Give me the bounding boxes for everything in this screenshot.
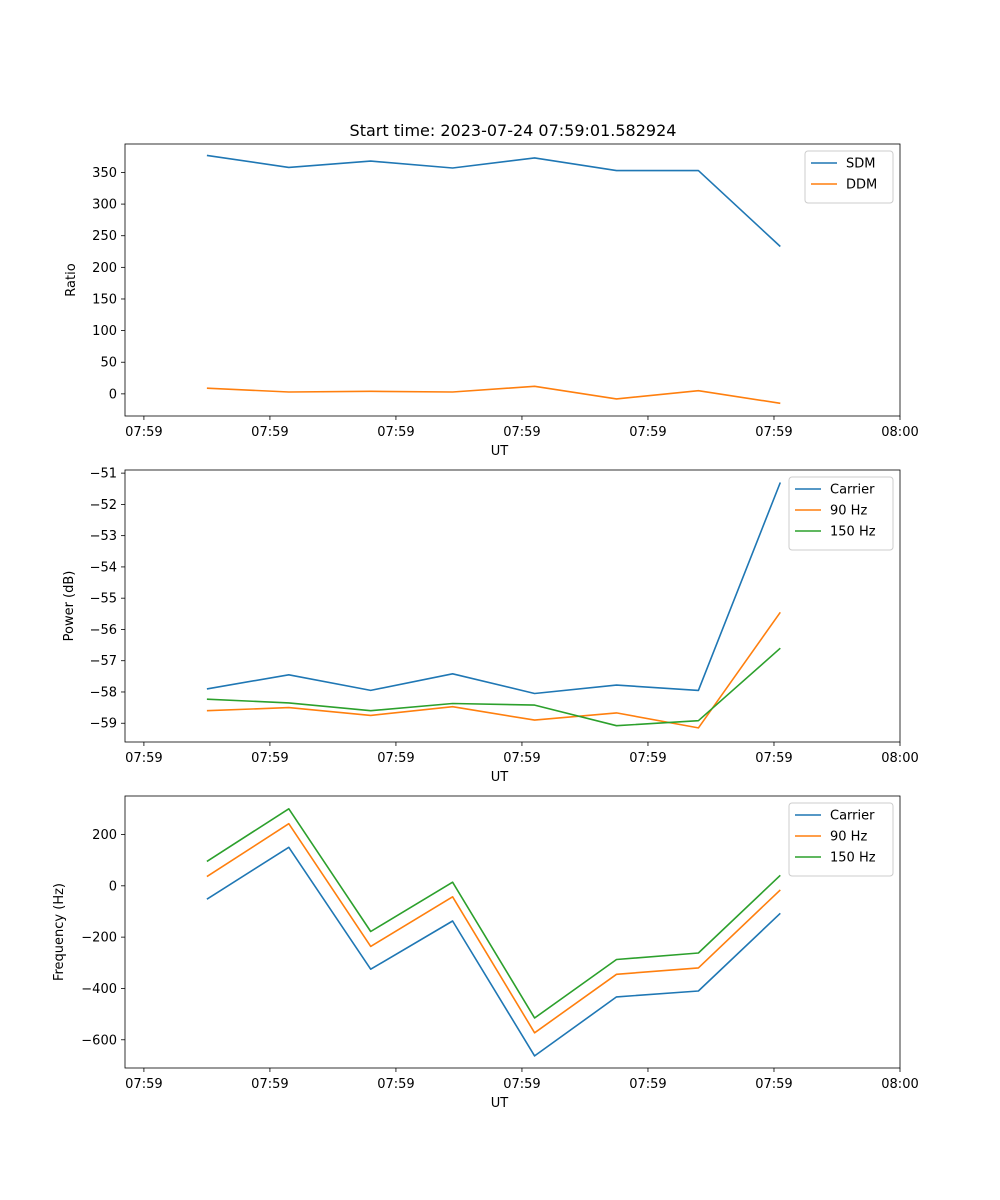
x-tick-label: 07:59 <box>755 425 792 440</box>
y-tick-label: 0 <box>109 879 117 894</box>
plot-area <box>206 482 782 729</box>
series-line-150-hz <box>206 647 781 727</box>
x-tick-label: 07:59 <box>377 751 414 766</box>
legend-label: Carrier <box>830 483 875 498</box>
legend-box <box>804 150 894 204</box>
y-tick-label: −53 <box>90 529 117 544</box>
axes-frame <box>124 143 901 417</box>
series-line-carrier <box>206 846 781 1057</box>
y-tick-label: −600 <box>81 1033 117 1048</box>
y-tick-label: −56 <box>90 623 117 638</box>
y-tick-label: 0 <box>109 387 117 402</box>
plot-area <box>206 154 781 405</box>
x-tick-label: 08:00 <box>881 751 918 766</box>
x-tick-label: 07:59 <box>755 751 792 766</box>
legend-label: 150 Hz <box>830 525 876 540</box>
x-axis-label: UT <box>491 1096 509 1111</box>
x-tick-label: 07:59 <box>125 425 162 440</box>
x-tick-label: 07:59 <box>629 1077 666 1092</box>
x-tick-label: 08:00 <box>881 425 918 440</box>
legend: Carrier 90 Hz 150 Hz <box>788 802 894 877</box>
y-tick-label: −55 <box>90 592 117 607</box>
chart-power: 07:59 07:59 07:59 07:59 07:59 07:59 08:00 −59 −5… <box>62 467 919 785</box>
x-axis-label: UT <box>491 770 509 785</box>
x-tick-label: 07:59 <box>251 425 288 440</box>
series-line-ddm <box>206 385 781 405</box>
legend: SDM DDM <box>804 150 894 204</box>
axes-frame <box>124 795 901 1069</box>
x-tick-label: 07:59 <box>377 1077 414 1092</box>
legend-label: 90 Hz <box>830 504 867 519</box>
series-line-90-hz <box>206 822 781 1034</box>
y-tick-label: −200 <box>81 931 117 946</box>
chart-frequency: 07:59 07:59 07:59 07:59 07:59 07:59 08:00 −600 −… <box>52 795 919 1111</box>
y-tick-label: −54 <box>90 560 117 575</box>
y-tick-label: 200 <box>92 261 117 276</box>
x-tick-label: 07:59 <box>503 1077 540 1092</box>
plot-area <box>206 807 781 1057</box>
y-tick-label: −52 <box>90 498 117 513</box>
legend: Carrier 90 Hz 150 Hz <box>788 476 894 551</box>
y-tick-label: 150 <box>92 292 117 307</box>
series-line-90-hz <box>206 611 781 729</box>
y-axis-label: Power (dB) <box>62 571 77 642</box>
y-tick-label: −58 <box>90 685 117 700</box>
y-tick-label: 100 <box>92 324 117 339</box>
x-tick-label: 07:59 <box>755 1077 792 1092</box>
x-tick-label: 07:59 <box>125 1077 162 1092</box>
legend-label: Carrier <box>830 809 875 824</box>
x-tick-label: 08:00 <box>881 1077 918 1092</box>
x-axis-label: UT <box>491 444 509 459</box>
y-tick-label: 350 <box>92 166 117 181</box>
chart-ratio: 07:59 07:59 07:59 07:59 07:59 07:59 08:00 0 50 10… <box>64 143 919 459</box>
x-tick-label: 07:59 <box>377 425 414 440</box>
series-line-sdm <box>206 154 781 248</box>
x-tick-label: 07:59 <box>125 751 162 766</box>
x-tick-label: 07:59 <box>629 425 666 440</box>
y-tick-label: −59 <box>90 717 117 732</box>
y-tick-label: 300 <box>92 198 117 213</box>
y-tick-label: −51 <box>90 467 117 482</box>
x-tick-label: 07:59 <box>503 751 540 766</box>
y-tick-label: 50 <box>100 356 117 371</box>
x-tick-label: 07:59 <box>503 425 540 440</box>
x-tick-label: 07:59 <box>251 1077 288 1092</box>
y-tick-label: −57 <box>90 654 117 669</box>
x-tick-label: 07:59 <box>629 751 666 766</box>
legend-label: SDM <box>846 157 875 172</box>
legend-label: DDM <box>846 178 877 193</box>
y-tick-label: 200 <box>92 828 117 843</box>
y-axis-label: Frequency (Hz) <box>52 883 67 981</box>
series-line-carrier <box>206 482 782 695</box>
y-axis-label: Ratio <box>64 263 79 296</box>
x-tick-label: 07:59 <box>251 751 288 766</box>
figure-title: Start time: 2023-07-24 07:59:01.582924 <box>350 121 677 140</box>
axes-frame <box>124 469 901 743</box>
legend-label: 90 Hz <box>830 830 867 845</box>
series-line-150-hz <box>206 807 781 1019</box>
y-tick-label: −400 <box>81 982 117 997</box>
y-tick-label: 250 <box>92 229 117 244</box>
legend-label: 150 Hz <box>830 851 876 866</box>
